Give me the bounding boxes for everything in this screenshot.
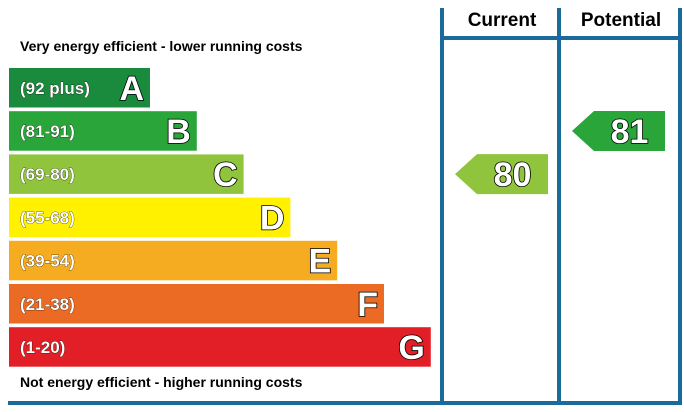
band-letter-a: A <box>119 70 144 108</box>
band-range-a: (92 plus) <box>20 79 90 98</box>
top-caption: Very energy efficient - lower running co… <box>20 38 303 54</box>
band-letter-f: F <box>357 286 378 324</box>
band-bar-e <box>9 240 338 281</box>
band-c: (69-80) C <box>9 154 244 195</box>
band-letter-b: B <box>166 113 191 151</box>
band-e: (39-54) E <box>9 240 338 281</box>
chart-frame <box>8 8 682 405</box>
band-d: (55-68) D <box>9 197 291 238</box>
band-a: (92 plus) A <box>9 68 150 109</box>
band-letter-g: G <box>398 329 424 367</box>
rating-value-current: 80 <box>494 156 532 194</box>
bottom-caption: Not energy efficient - higher running co… <box>20 374 303 390</box>
rating-arrow-shape-current <box>455 154 548 195</box>
band-range-g: (1-20) <box>20 338 65 357</box>
column-header-current: Current <box>467 10 537 31</box>
rating-arrow-shape-potential <box>572 110 665 151</box>
band-range-c: (69-80) <box>20 165 75 184</box>
band-f: (21-38) F <box>9 284 384 325</box>
band-range-b: (81-91) <box>20 122 75 141</box>
band-bar-c <box>9 154 244 194</box>
band-range-f: (21-38) <box>20 295 75 314</box>
band-bar-d <box>9 197 291 238</box>
band-b: (81-91) B <box>9 111 197 152</box>
rating-bands: (92 plus) A(81-91) B(69-80) C(55-68) D(39-54… <box>9 68 431 368</box>
band-bar-b <box>9 111 197 151</box>
band-letter-d: D <box>260 199 285 237</box>
band-range-e: (39-54) <box>20 252 75 271</box>
band-range-d: (55-68) <box>20 208 75 227</box>
rating-arrow-potential: 81 <box>572 110 665 152</box>
rating-value-potential: 81 <box>611 113 649 151</box>
band-letter-c: C <box>213 156 238 194</box>
rating-arrow-current: 80 <box>455 154 548 195</box>
band-bar-a <box>9 68 150 108</box>
band-g: (1-20) G <box>9 327 431 368</box>
column-header-potential: Potential <box>580 10 662 31</box>
band-bar-f <box>9 284 384 324</box>
band-bar-g <box>9 327 431 367</box>
rating-arrows: 80 81 <box>455 110 665 195</box>
band-letter-e: E <box>309 243 332 281</box>
